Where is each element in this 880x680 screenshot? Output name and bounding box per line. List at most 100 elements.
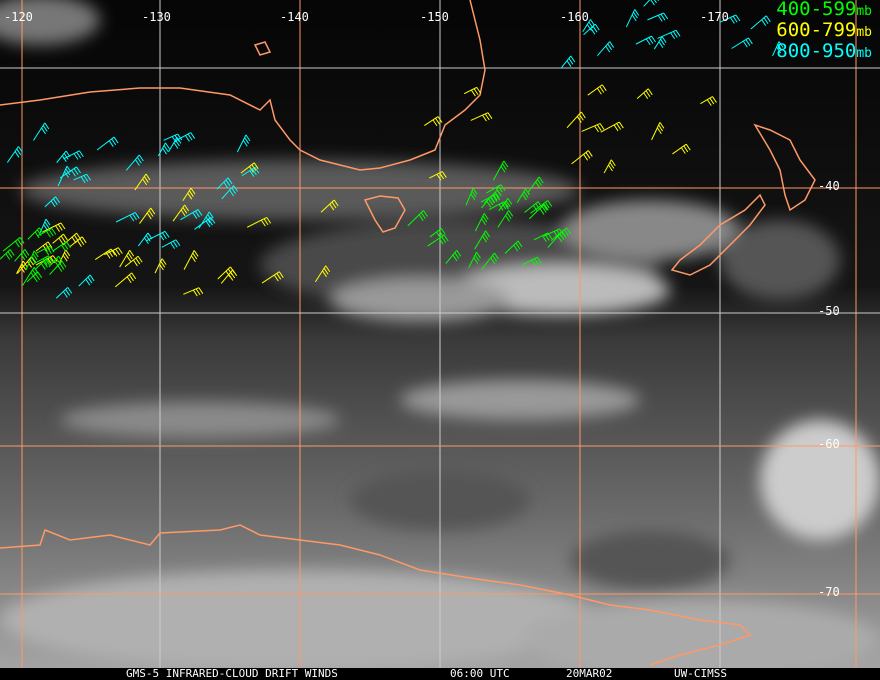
- wind-barb-flag: [436, 231, 441, 239]
- wind-barb: [427, 234, 445, 247]
- wind-barb-flag: [490, 257, 496, 265]
- wind-barb-flag: [192, 252, 198, 260]
- wind-barb-flag: [198, 287, 204, 294]
- wind-barb-flag: [706, 99, 712, 106]
- wind-barb-flag: [657, 15, 663, 22]
- wind-barb-flag: [592, 25, 598, 33]
- wind-barb-flag: [559, 233, 565, 241]
- wind-barb-flag: [670, 32, 675, 40]
- wind-barb-flag: [180, 209, 186, 217]
- caption-bar: GMS-5 INFRARED-CLOUD DRIFT WINDS 06:00 U…: [0, 668, 880, 680]
- wind-barb-flag: [60, 235, 66, 243]
- wind-barb-flag: [41, 127, 46, 135]
- wind-barb: [240, 162, 255, 174]
- wind-barb-flag: [47, 247, 52, 254]
- wind-barb-flag: [148, 210, 154, 217]
- wind-barb: [581, 123, 601, 132]
- wind-barb: [16, 260, 24, 274]
- wind-barb-flag: [712, 96, 717, 103]
- wind-barb-flag: [440, 228, 446, 235]
- wind-barb-flag: [544, 233, 550, 241]
- wind-barb-flag: [683, 145, 689, 153]
- wind-barb-flag: [143, 237, 149, 245]
- wind-barb: [429, 171, 443, 179]
- wind-barb-flag: [61, 244, 66, 252]
- wind-barb-flag: [596, 87, 602, 95]
- wind-barb: [0, 249, 11, 260]
- wind-barb-flag: [532, 205, 538, 212]
- wind-barb-flag: [111, 138, 117, 146]
- wind-barb-flag: [56, 258, 61, 265]
- wind-barb: [587, 84, 603, 96]
- new-zealand-north: [753, 123, 816, 212]
- wind-barb-flag: [498, 204, 504, 211]
- wind-barb-flag: [594, 125, 599, 133]
- wind-barb-flag: [126, 276, 132, 284]
- wind-barb: [582, 19, 591, 33]
- wind-barb-flag: [137, 255, 143, 263]
- wind-barb-flag: [71, 169, 76, 177]
- wind-barb-flag: [205, 220, 211, 228]
- wind-barb-flag: [485, 230, 491, 238]
- wind-barb-flag: [661, 36, 667, 43]
- wind-barb-flag: [79, 238, 85, 245]
- wind-barb-flag: [207, 214, 213, 221]
- wind-barb-flag: [76, 166, 81, 174]
- wind-barb-flag: [631, 14, 637, 22]
- wind-barb-flag: [63, 153, 69, 160]
- wind-barbs: [0, 0, 784, 299]
- wind-barb: [44, 196, 56, 208]
- wind-barb-flag: [260, 219, 266, 227]
- wind-barb-flag: [89, 274, 95, 282]
- wind-barb: [560, 55, 572, 69]
- wind-barb: [643, 0, 651, 7]
- wind-barb-flag: [58, 237, 64, 245]
- wind-barb-flag: [476, 251, 481, 259]
- wind-barb-flag: [601, 84, 607, 92]
- wind-barb-flag: [5, 253, 11, 260]
- wind-barb-flag: [566, 227, 572, 235]
- coastlines: [0, 0, 816, 666]
- lon-label: -160: [560, 10, 589, 24]
- wind-barb-flag: [538, 176, 544, 184]
- wind-barb: [445, 249, 458, 264]
- wind-barb: [600, 121, 620, 133]
- wind-barb-flag: [586, 24, 592, 31]
- wind-barb-flag: [513, 244, 519, 252]
- wind-barb-flag: [420, 212, 426, 219]
- wind-barb-flag: [618, 121, 624, 129]
- wind-barb-flag: [242, 139, 248, 147]
- wind-barb-flag: [776, 46, 781, 54]
- wind-barb-flag: [31, 256, 37, 263]
- wind-barb-flag: [21, 263, 27, 271]
- wind-barb-flag: [175, 239, 181, 247]
- wind-barb-flag: [171, 136, 177, 143]
- wind-barb-flag: [643, 92, 649, 100]
- wind-barb-flag: [482, 114, 487, 122]
- wind-barb-flag: [147, 232, 153, 240]
- wind-barb-flag: [443, 234, 449, 242]
- wind-barb-flag: [531, 259, 537, 267]
- wind-barb: [154, 258, 163, 274]
- wind-barb-flag: [452, 254, 458, 262]
- wind-barb: [69, 236, 83, 248]
- wind-barb: [407, 210, 424, 227]
- wind-barb-flag: [501, 202, 507, 210]
- wind-barb-flag: [634, 9, 640, 16]
- wind-barb-flag: [129, 214, 135, 222]
- wind-barb-flag: [557, 235, 563, 243]
- wind-barb-flag: [605, 45, 611, 53]
- wind-barb-flag: [65, 168, 71, 176]
- wind-barb-flag: [515, 242, 521, 250]
- wind-barb-flag: [77, 240, 82, 247]
- wind-barb-flag: [54, 260, 59, 267]
- wind-barb-flag: [44, 248, 50, 256]
- wind-barb-flag: [62, 291, 68, 298]
- wind-barb-flag: [67, 287, 73, 294]
- wind-barb-flag: [500, 184, 506, 191]
- wind-barb-flag: [108, 140, 114, 147]
- wind-barb-flag: [85, 278, 91, 286]
- wind-barb: [55, 287, 69, 299]
- wind-barb-flag: [129, 249, 135, 257]
- wind-barb-flag: [544, 201, 550, 209]
